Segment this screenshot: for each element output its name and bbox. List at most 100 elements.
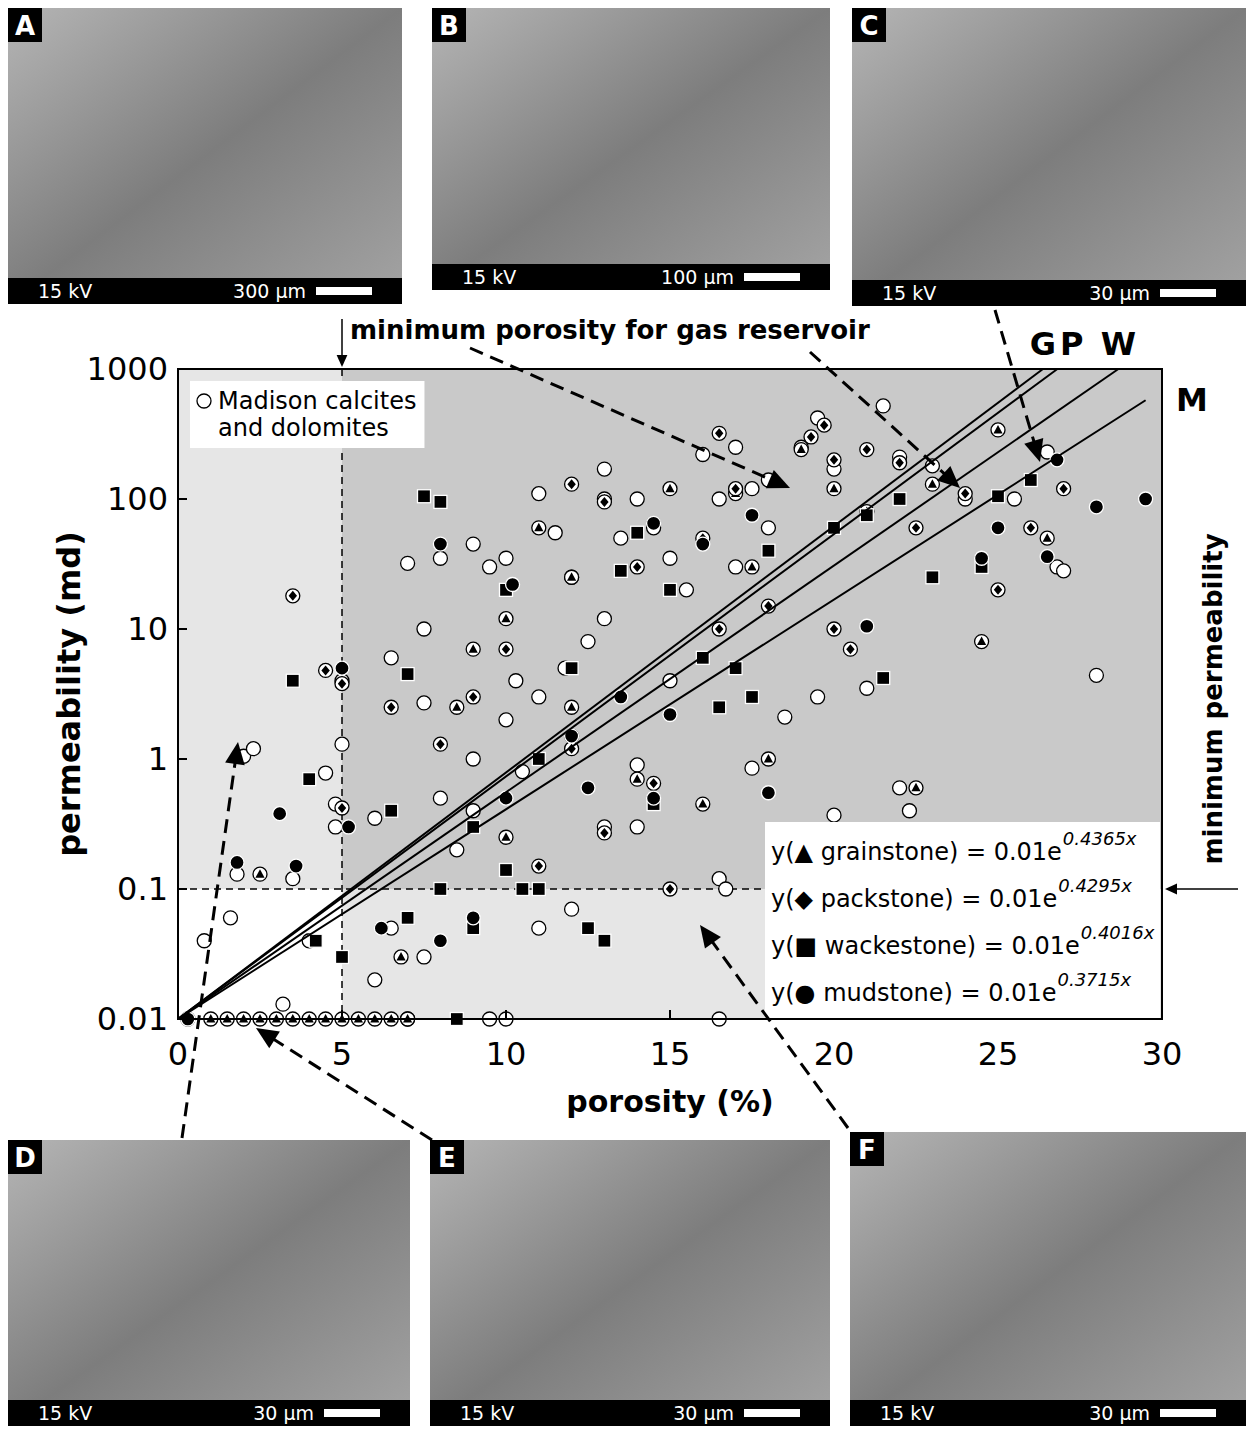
marker-ring (630, 772, 644, 786)
marker-symbol (928, 479, 937, 488)
marker-ring (565, 700, 579, 714)
equation-exponent: 0.4016x (1081, 922, 1155, 943)
data-point (745, 761, 759, 775)
marker-ring (335, 801, 349, 815)
data-point (630, 560, 644, 574)
data-point (286, 674, 299, 687)
marker-ring (466, 642, 480, 656)
line-label: M (1176, 381, 1208, 419)
data-point (309, 934, 322, 947)
equation-exponent: 0.3715x (1057, 969, 1131, 990)
sem-voltage: 15 kV (38, 280, 92, 302)
sem-panel: 15 kV30 µmE (430, 1140, 830, 1426)
marker-symbol (469, 692, 477, 702)
arrow (810, 352, 947, 476)
sem-panel: 15 kV30 µmC (852, 8, 1246, 306)
arrow (1175, 888, 1238, 890)
marker-ring (745, 560, 759, 574)
scale-bar (324, 1409, 380, 1417)
data-point (696, 537, 710, 551)
sem-voltage: 15 kV (880, 1402, 934, 1424)
data-point (860, 619, 874, 633)
annotation: minimum permeability (1198, 533, 1228, 864)
arrow (271, 1037, 432, 1140)
arrow (995, 310, 1035, 445)
data-point (417, 696, 431, 710)
data-point (506, 577, 520, 591)
marker-symbol (807, 432, 815, 442)
data-point (663, 882, 677, 896)
scale-bar (744, 273, 800, 281)
data-point (499, 551, 513, 565)
sem-image (8, 8, 402, 304)
x-tick (669, 1010, 671, 1019)
sem-panel: 15 kV 30 µm F (850, 1132, 1246, 1426)
marker-ring (712, 622, 726, 636)
sem-panel: 15 kV30 µmD (8, 1140, 410, 1426)
data-point (811, 690, 825, 704)
marker-symbol (255, 869, 264, 878)
marker-ring (909, 781, 923, 795)
data-point (893, 493, 906, 506)
x-tick (505, 1010, 507, 1019)
data-point (335, 737, 349, 751)
sem-footer (850, 1400, 1246, 1426)
equation-exponent: 0.4295x (1058, 875, 1132, 896)
data-point (417, 622, 431, 636)
marker-symbol (698, 799, 707, 808)
marker-ring (1040, 531, 1054, 545)
marker-ring (597, 495, 611, 509)
data-point (745, 560, 759, 574)
data-point (1057, 482, 1071, 496)
data-point (368, 811, 382, 825)
data-point (565, 570, 579, 584)
equation-exponent: 0.4365x (1063, 828, 1137, 849)
data-point (500, 864, 513, 877)
data-point (1040, 550, 1054, 564)
legend-line: and dolomites (218, 414, 389, 442)
data-point (565, 570, 579, 584)
data-point (532, 487, 546, 501)
data-point (434, 883, 447, 896)
marker-ring (958, 487, 972, 501)
data-point (712, 492, 726, 506)
data-point (581, 635, 595, 649)
marker-ring (647, 776, 661, 790)
data-point (696, 797, 710, 811)
marker-symbol (535, 861, 543, 871)
marker-symbol (1059, 484, 1067, 494)
data-point (794, 443, 808, 457)
data-point (319, 663, 333, 677)
marker-symbol (567, 702, 576, 711)
data-point (746, 690, 759, 703)
marker-ring (843, 642, 857, 656)
data-point (1040, 531, 1054, 545)
marker-symbol (911, 783, 920, 792)
equation-box (765, 822, 1160, 1018)
marker-ring (696, 797, 710, 811)
data-point (532, 521, 546, 535)
sem-scale: 300 µm (233, 280, 306, 302)
panel-letter-box (432, 8, 466, 42)
marker-symbol (600, 497, 608, 507)
y-tick-label: 100 (107, 480, 168, 518)
y-tick (178, 368, 187, 370)
x-axis-title: porosity (%) (566, 1084, 773, 1119)
panel-letter: F (858, 1135, 876, 1165)
panel-letter-box (8, 8, 42, 42)
marker-ring (450, 700, 464, 714)
sem-footer (432, 264, 830, 290)
data-point (286, 872, 300, 886)
marker-symbol (863, 445, 871, 455)
marker-ring (433, 737, 447, 751)
marker-symbol (289, 591, 297, 601)
sem-scale: 30 µm (1089, 1402, 1150, 1424)
marker-symbol (846, 644, 854, 654)
marker-symbol (912, 523, 920, 533)
marker-symbol (797, 445, 806, 454)
data-point (663, 707, 677, 721)
data-point (401, 911, 414, 924)
marker-symbol (387, 702, 395, 712)
line-label: W (1101, 325, 1136, 363)
marker-symbol (715, 624, 723, 634)
